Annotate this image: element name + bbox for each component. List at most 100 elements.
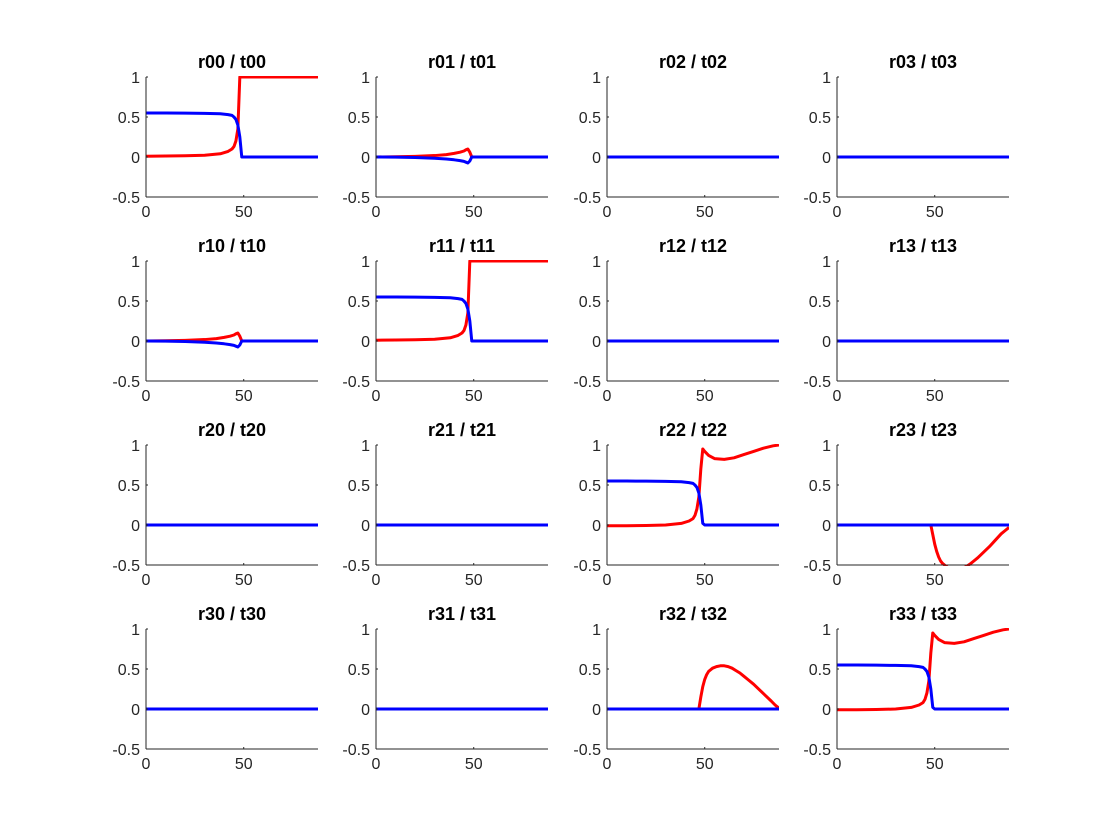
y-tick-label: 1 — [822, 438, 831, 455]
y-tick-label: -0.5 — [342, 742, 370, 759]
x-tick-label: 50 — [926, 756, 944, 773]
x-tick-label: 0 — [142, 756, 151, 773]
x-tick-label: 0 — [372, 756, 381, 773]
subplot-title: r30 / t30 — [198, 604, 266, 624]
y-tick-label: -0.5 — [342, 190, 370, 207]
x-tick-label: 0 — [372, 572, 381, 589]
subplot-title: r03 / t03 — [889, 52, 957, 72]
y-tick-label: 0 — [822, 518, 831, 535]
y-tick-label: 0.5 — [809, 294, 831, 311]
subplot-title: r20 / t20 — [198, 420, 266, 440]
t-series-line — [376, 155, 548, 165]
r-series-line — [376, 260, 548, 342]
r-series-line — [929, 524, 1009, 566]
y-tick-label: 0.5 — [809, 478, 831, 495]
x-tick-label: 50 — [235, 388, 253, 405]
y-tick-label: 0.5 — [809, 110, 831, 127]
y-tick-label: 0 — [131, 702, 140, 719]
y-tick-label: 0 — [822, 702, 831, 719]
x-tick-label: 0 — [603, 756, 612, 773]
x-tick-label: 0 — [142, 572, 151, 589]
y-tick-label: -0.5 — [573, 558, 601, 575]
subplot-title: r00 / t00 — [198, 52, 266, 72]
x-tick-label: 50 — [696, 572, 714, 589]
y-tick-label: 0.5 — [579, 478, 601, 495]
x-tick-label: 0 — [603, 204, 612, 221]
y-tick-label: 0.5 — [118, 294, 140, 311]
y-tick-label: -0.5 — [112, 558, 140, 575]
y-tick-label: 1 — [131, 254, 140, 271]
y-tick-label: 0.5 — [348, 294, 370, 311]
y-tick-label: -0.5 — [342, 374, 370, 391]
y-tick-label: 0 — [592, 702, 601, 719]
x-tick-label: 0 — [603, 572, 612, 589]
t-series-line — [376, 295, 548, 343]
t-series-line — [146, 339, 318, 349]
y-tick-label: 0 — [822, 334, 831, 351]
y-tick-label: 0 — [822, 150, 831, 167]
subplot-title: r21 / t21 — [428, 420, 496, 440]
y-tick-label: 1 — [131, 438, 140, 455]
r-series-line — [607, 444, 779, 528]
y-tick-label: 1 — [361, 622, 370, 639]
y-tick-label: -0.5 — [342, 558, 370, 575]
t-series-line — [146, 111, 318, 159]
x-tick-label: 50 — [235, 756, 253, 773]
y-tick-label: 1 — [592, 70, 601, 87]
x-tick-label: 0 — [833, 572, 842, 589]
x-tick-label: 50 — [235, 204, 253, 221]
x-tick-label: 0 — [142, 204, 151, 221]
y-tick-label: -0.5 — [803, 558, 831, 575]
x-tick-label: 50 — [696, 756, 714, 773]
x-tick-label: 50 — [465, 204, 483, 221]
y-tick-label: 0.5 — [348, 110, 370, 127]
x-tick-label: 0 — [142, 388, 151, 405]
y-tick-label: 1 — [361, 254, 370, 271]
y-tick-label: 0.5 — [809, 662, 831, 679]
y-tick-label: 0 — [361, 518, 370, 535]
t-series-line — [607, 479, 779, 527]
y-tick-label: 0 — [131, 150, 140, 167]
x-tick-label: 50 — [465, 572, 483, 589]
subplot-title: r02 / t02 — [659, 52, 727, 72]
r-series-line — [146, 76, 318, 158]
y-tick-label: 0.5 — [348, 662, 370, 679]
subplot-title: r12 / t12 — [659, 236, 727, 256]
y-tick-label: 0 — [131, 518, 140, 535]
x-tick-label: 50 — [696, 388, 714, 405]
y-tick-label: 1 — [592, 438, 601, 455]
y-tick-label: 0 — [131, 334, 140, 351]
y-tick-label: 0.5 — [348, 478, 370, 495]
subplot-title: r23 / t23 — [889, 420, 957, 440]
subplot-title: r10 / t10 — [198, 236, 266, 256]
x-tick-label: 50 — [926, 388, 944, 405]
t-series-line — [837, 663, 1009, 711]
y-tick-label: 1 — [131, 70, 140, 87]
r-series-line — [837, 628, 1009, 712]
subplot-title: r01 / t01 — [428, 52, 496, 72]
y-tick-label: 0.5 — [579, 662, 601, 679]
y-tick-label: 0 — [592, 334, 601, 351]
r-series-line — [607, 664, 779, 711]
subplot-title: r22 / t22 — [659, 420, 727, 440]
x-tick-label: 50 — [926, 204, 944, 221]
x-tick-label: 0 — [833, 756, 842, 773]
y-tick-label: 0.5 — [118, 110, 140, 127]
y-tick-label: 1 — [822, 254, 831, 271]
y-tick-label: -0.5 — [112, 742, 140, 759]
y-tick-label: 1 — [361, 70, 370, 87]
x-tick-label: 50 — [696, 204, 714, 221]
y-tick-label: 1 — [822, 622, 831, 639]
